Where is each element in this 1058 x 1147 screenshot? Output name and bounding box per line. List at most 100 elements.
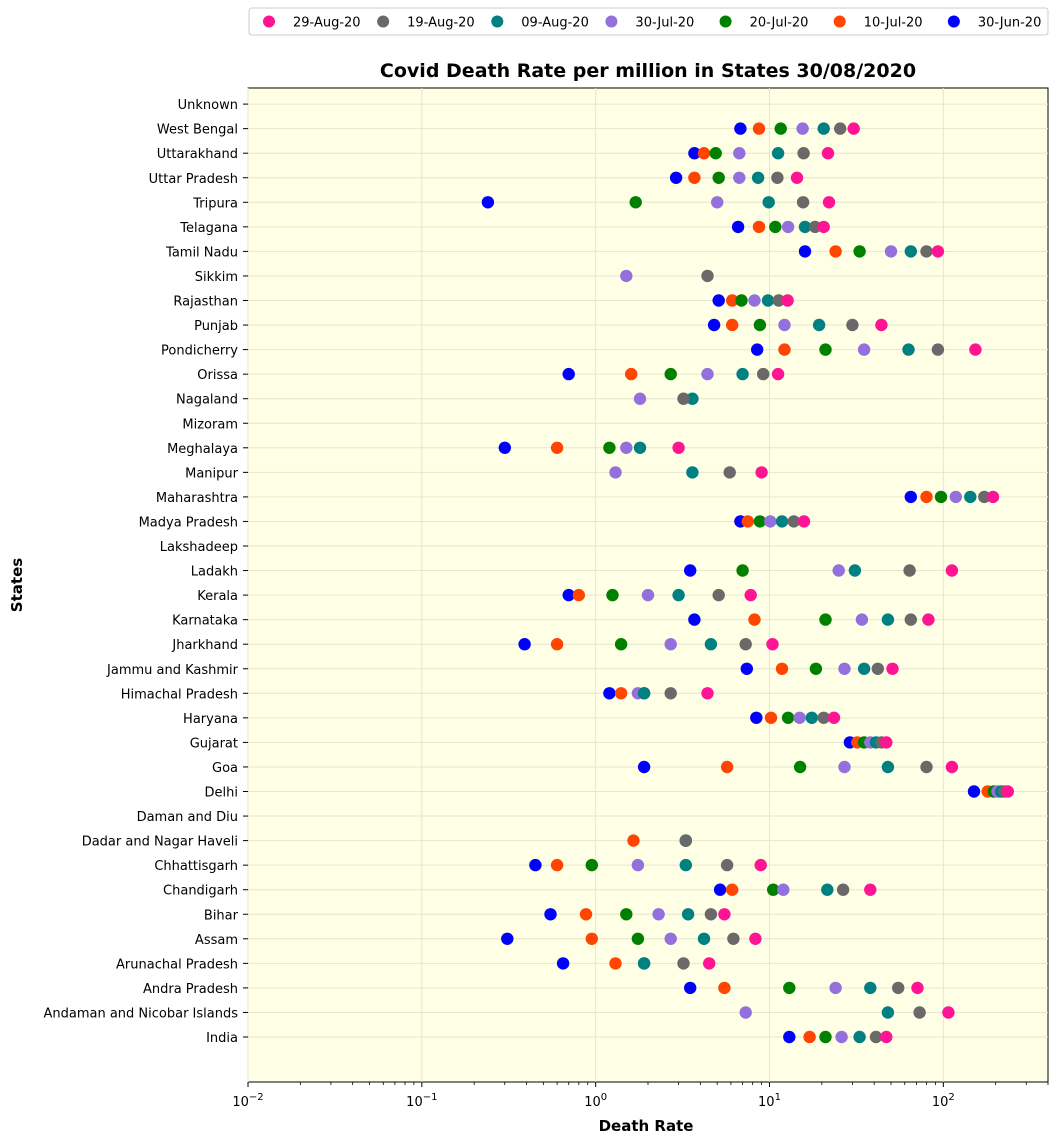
data-point: [846, 318, 859, 332]
y-tick-label: Nagaland: [176, 393, 238, 408]
data-point: [718, 908, 731, 921]
data-point: [881, 1006, 895, 1019]
data-point: [609, 957, 622, 970]
y-tick-label: India: [206, 1031, 238, 1046]
y-tick-label: Meghalaya: [167, 442, 238, 457]
y-tick-label: Manipur: [185, 466, 239, 481]
data-point: [836, 883, 850, 896]
legend-marker: [491, 15, 504, 28]
data-point: [797, 515, 811, 528]
data-point: [772, 294, 785, 307]
data-point: [544, 908, 557, 921]
data-point: [913, 1006, 926, 1019]
data-point: [669, 171, 683, 184]
x-tick-exponent: 2: [948, 1092, 954, 1103]
data-point: [869, 1030, 883, 1044]
data-point: [771, 171, 784, 184]
data-point: [764, 515, 777, 528]
data-point: [631, 932, 645, 945]
y-tick-label: Uttar Pradesh: [149, 172, 238, 187]
data-point: [481, 196, 495, 209]
data-point: [817, 220, 830, 234]
y-tick-label: Dadar and Nagar Haveli: [82, 835, 238, 850]
data-point: [886, 662, 899, 675]
data-point: [556, 957, 570, 970]
data-point: [766, 638, 779, 651]
data-point: [736, 367, 749, 381]
data-point: [847, 122, 860, 135]
data-point: [857, 662, 871, 675]
data-point: [821, 147, 835, 160]
y-tick-label: Kerala: [197, 589, 238, 604]
data-point: [741, 515, 754, 528]
data-point: [752, 122, 766, 135]
data-point: [697, 147, 711, 160]
data-point: [529, 858, 542, 872]
data-point: [712, 588, 725, 602]
data-point: [771, 367, 785, 381]
data-point: [677, 957, 690, 970]
data-point: [664, 367, 677, 381]
data-point: [681, 908, 695, 921]
y-axis-label: States: [8, 558, 26, 612]
data-point: [704, 908, 718, 921]
x-tick-exponent: −2: [249, 1092, 264, 1103]
y-tick-label: Andaman and Nicobar Islands: [43, 1006, 238, 1021]
data-point: [550, 441, 564, 454]
data-point: [942, 1006, 955, 1019]
data-point: [809, 662, 823, 675]
y-tick-label: Karnataka: [172, 614, 238, 629]
data-point: [701, 687, 714, 700]
data-point: [819, 1030, 832, 1044]
data-point: [832, 564, 845, 577]
legend-marker: [833, 15, 846, 28]
data-point: [769, 220, 782, 234]
data-point: [712, 171, 725, 184]
data-point: [672, 441, 685, 454]
data-point: [723, 466, 736, 479]
data-point: [627, 834, 640, 847]
x-tick-label: 10−1: [406, 1092, 437, 1110]
data-point: [726, 318, 739, 332]
data-point: [922, 613, 935, 626]
data-point: [777, 883, 790, 896]
data-point: [881, 760, 895, 774]
data-point: [672, 588, 685, 602]
data-point: [781, 294, 794, 307]
data-point: [790, 171, 804, 184]
data-point: [664, 687, 677, 700]
data-point: [775, 662, 789, 675]
y-tick-label: Mizoram: [182, 417, 238, 432]
data-point: [709, 147, 722, 160]
data-point: [603, 687, 616, 700]
data-point: [761, 294, 775, 307]
data-point: [679, 834, 692, 847]
data-point: [787, 515, 800, 528]
x-tick-label: 101: [758, 1092, 781, 1110]
data-point: [834, 122, 847, 135]
data-point: [827, 711, 841, 724]
data-point: [609, 466, 622, 479]
data-point: [829, 245, 842, 258]
data-point: [701, 367, 714, 381]
data-point: [684, 981, 697, 995]
data-point: [751, 343, 764, 356]
y-tick-label: Arunachal Pradesh: [116, 957, 238, 972]
data-point: [550, 638, 564, 651]
data-point: [771, 147, 785, 160]
data-point: [903, 564, 916, 577]
data-point: [727, 932, 740, 945]
legend-marker: [377, 15, 390, 28]
data-point: [793, 711, 806, 724]
y-tick-label: Chhattisgarh: [154, 859, 238, 874]
data-point: [949, 490, 962, 504]
data-point: [757, 367, 770, 381]
data-point: [884, 245, 898, 258]
legend-label: 20-Jul-20: [750, 16, 809, 31]
data-point: [637, 957, 651, 970]
data-point: [585, 932, 598, 945]
y-tick-label: Tamil Nadu: [165, 245, 238, 260]
data-point: [572, 588, 585, 602]
x-tick-label: 102: [932, 1092, 955, 1110]
